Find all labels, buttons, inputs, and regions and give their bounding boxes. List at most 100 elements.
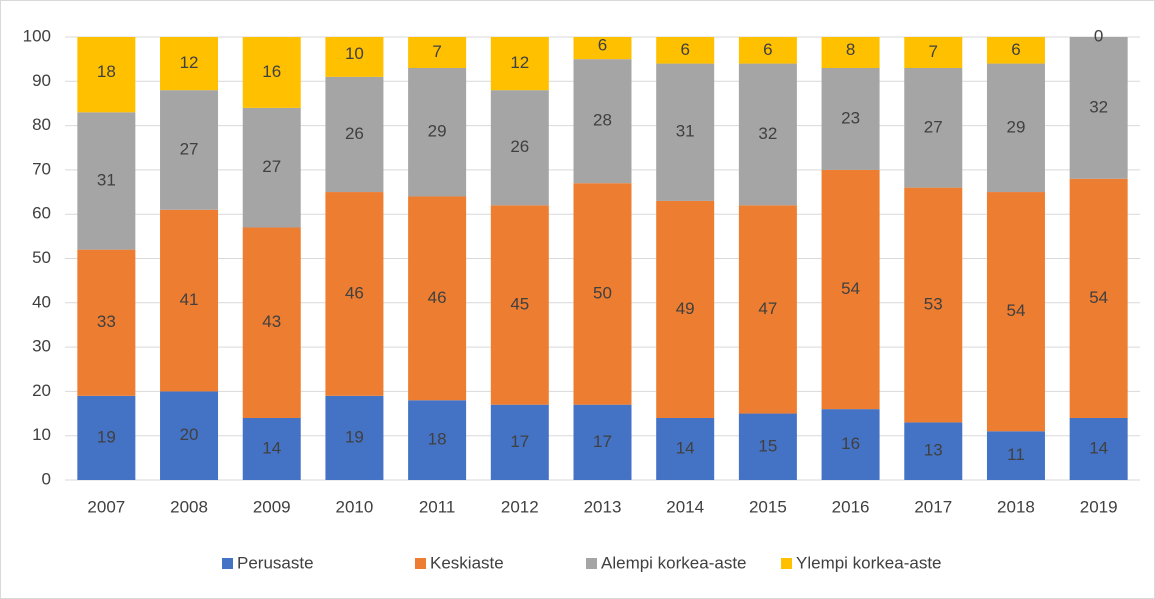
legend-label: Perusaste bbox=[237, 553, 314, 572]
legend-swatch bbox=[586, 558, 597, 569]
data-label: 6 bbox=[680, 40, 689, 59]
data-label: 10 bbox=[345, 44, 364, 63]
data-label: 49 bbox=[676, 299, 695, 318]
data-label: 54 bbox=[1089, 288, 1108, 307]
data-label: 14 bbox=[262, 438, 281, 457]
y-tick-label: 20 bbox=[32, 381, 51, 400]
y-tick-label: 70 bbox=[32, 159, 51, 178]
bar-segment bbox=[656, 417, 715, 480]
bar-segment bbox=[573, 59, 632, 184]
x-tick-label: 2014 bbox=[666, 497, 704, 516]
data-label: 23 bbox=[841, 108, 860, 127]
data-label: 27 bbox=[262, 157, 281, 176]
x-tick-label: 2012 bbox=[501, 497, 539, 516]
data-label: 7 bbox=[929, 42, 938, 61]
data-label: 17 bbox=[593, 432, 612, 451]
legend-label: Alempi korkea-aste bbox=[601, 553, 747, 572]
bar-segment bbox=[573, 37, 632, 60]
data-label: 6 bbox=[1011, 40, 1020, 59]
y-tick-label: 0 bbox=[42, 469, 51, 488]
bar-segment bbox=[1069, 417, 1128, 480]
data-label: 16 bbox=[262, 62, 281, 81]
data-label: 11 bbox=[1007, 445, 1025, 464]
legend-swatch bbox=[415, 558, 426, 569]
data-label: 0 bbox=[1094, 26, 1103, 45]
y-tick-label: 100 bbox=[23, 26, 51, 45]
bar-segment bbox=[77, 249, 136, 396]
bar-segment bbox=[986, 431, 1045, 480]
data-label: 33 bbox=[97, 312, 116, 331]
data-label: 14 bbox=[676, 438, 695, 457]
data-label: 20 bbox=[180, 425, 199, 444]
bar-segment bbox=[325, 37, 384, 77]
x-tick-label: 2019 bbox=[1080, 497, 1118, 516]
bar-segment bbox=[408, 400, 467, 480]
bar-segment bbox=[490, 37, 549, 91]
x-tick-label: 2013 bbox=[584, 497, 622, 516]
data-label: 12 bbox=[510, 53, 529, 72]
data-label: 45 bbox=[510, 294, 529, 313]
data-label: 6 bbox=[598, 35, 607, 54]
data-label: 54 bbox=[841, 279, 860, 298]
data-label: 50 bbox=[593, 283, 612, 302]
y-tick-label: 90 bbox=[32, 71, 51, 90]
data-label: 13 bbox=[924, 441, 943, 460]
bar-segment bbox=[160, 90, 219, 210]
y-tick-label: 40 bbox=[32, 292, 51, 311]
bar-segment bbox=[821, 409, 880, 480]
bar-segment bbox=[904, 37, 963, 69]
bar-segment bbox=[821, 37, 880, 69]
bar-segment bbox=[738, 63, 797, 206]
data-label: 29 bbox=[428, 122, 447, 141]
bar-segment bbox=[408, 37, 467, 69]
x-tick-label: 2007 bbox=[87, 497, 125, 516]
bar-segment bbox=[821, 68, 880, 170]
bar-segment bbox=[160, 391, 219, 480]
bar-segment bbox=[1069, 37, 1128, 179]
bar-segment bbox=[904, 68, 963, 188]
bar-segment bbox=[656, 37, 715, 64]
bar-segment bbox=[1069, 178, 1128, 418]
data-label: 31 bbox=[676, 122, 695, 141]
bar-segment bbox=[738, 413, 797, 480]
bar-segment bbox=[821, 169, 880, 410]
data-label: 16 bbox=[841, 434, 860, 453]
data-label: 43 bbox=[262, 312, 281, 331]
data-label: 32 bbox=[758, 124, 777, 143]
bar-segment bbox=[490, 205, 549, 405]
bar-segment bbox=[325, 192, 384, 396]
bar-segment bbox=[77, 395, 136, 480]
data-label: 17 bbox=[510, 432, 529, 451]
bar-segment bbox=[325, 76, 384, 193]
data-label: 27 bbox=[180, 139, 199, 158]
bar-segment bbox=[986, 192, 1045, 432]
legend-label: Keskiaste bbox=[430, 553, 504, 572]
data-label: 26 bbox=[510, 137, 529, 156]
bar-segment bbox=[656, 200, 715, 418]
data-label: 19 bbox=[345, 427, 364, 446]
bar-segment bbox=[573, 404, 632, 480]
bar-segment bbox=[738, 205, 797, 414]
bar-segment bbox=[490, 404, 549, 480]
data-label: 18 bbox=[428, 430, 447, 449]
bar-segment bbox=[77, 112, 136, 250]
bar-segment bbox=[904, 187, 963, 423]
bar-segment bbox=[986, 37, 1045, 64]
data-label: 19 bbox=[97, 427, 116, 446]
bar-segment bbox=[573, 183, 632, 405]
bar-segment bbox=[160, 209, 219, 392]
legend-swatch bbox=[781, 558, 792, 569]
y-tick-label: 50 bbox=[32, 248, 51, 267]
bar-segment bbox=[77, 37, 136, 113]
data-label: 54 bbox=[1007, 301, 1026, 320]
bar-segment bbox=[160, 37, 219, 91]
data-label: 26 bbox=[345, 124, 364, 143]
bar-segment bbox=[325, 395, 384, 480]
y-tick-label: 80 bbox=[32, 115, 51, 134]
data-label: 41 bbox=[180, 290, 199, 309]
data-label: 46 bbox=[428, 288, 447, 307]
x-tick-label: 2010 bbox=[336, 497, 374, 516]
data-label: 31 bbox=[97, 170, 116, 189]
x-tick-label: 2015 bbox=[749, 497, 787, 516]
